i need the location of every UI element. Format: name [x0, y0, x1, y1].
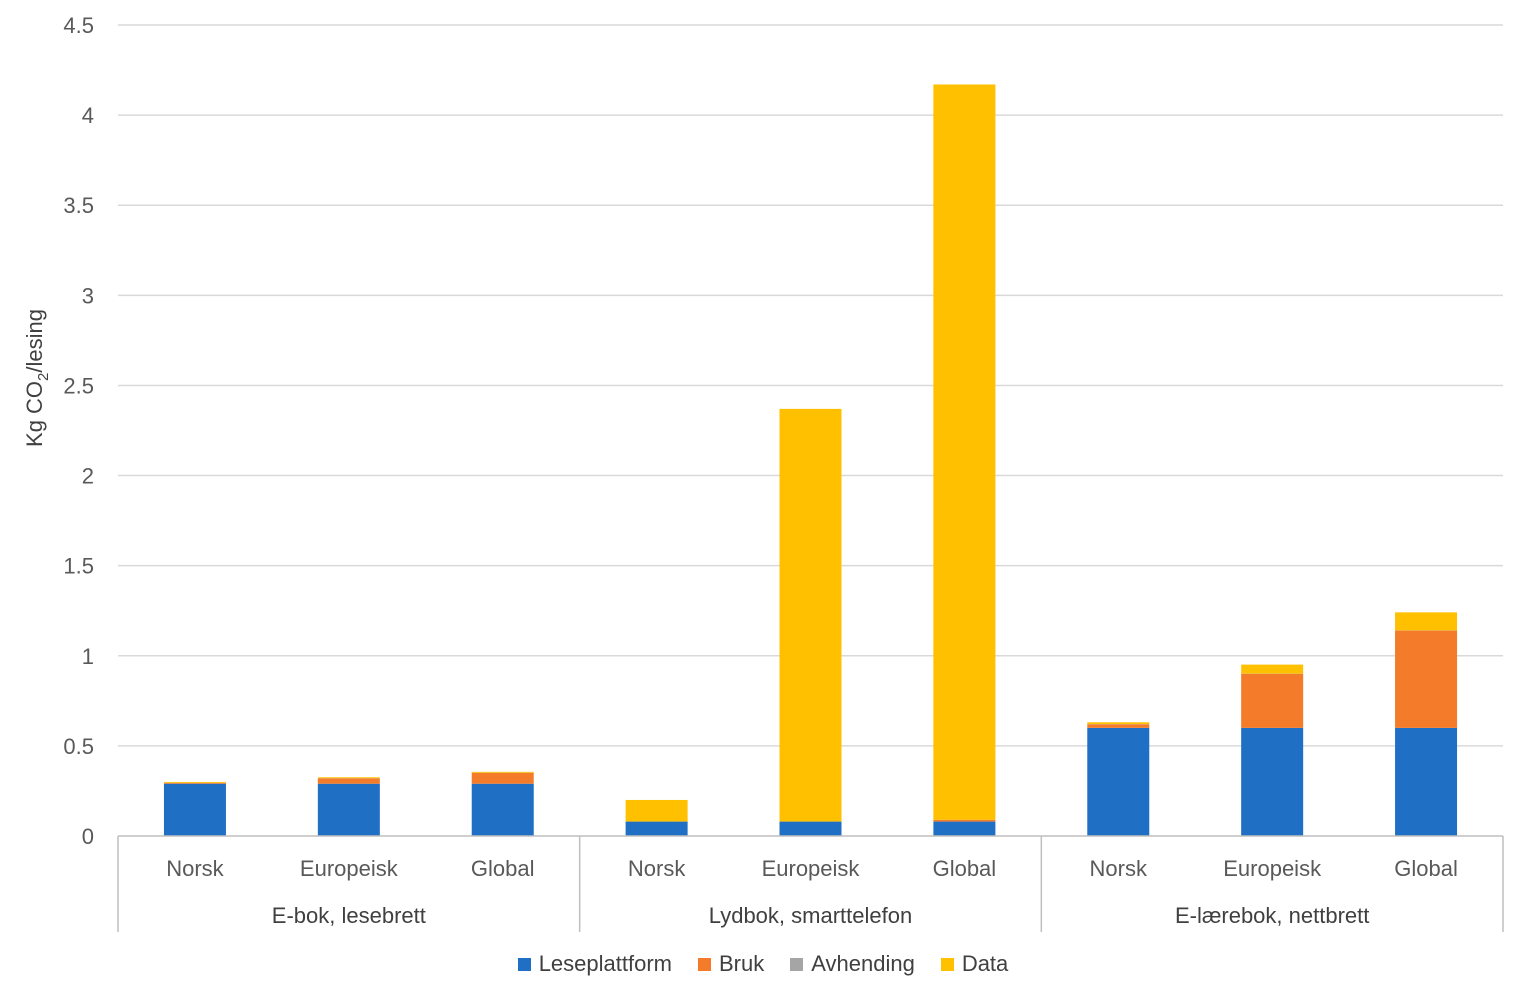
- x-tick-label: Europeisk: [762, 856, 861, 881]
- bar-segment-leseplattform: [163, 783, 226, 836]
- y-tick-label: 0: [82, 824, 94, 849]
- x-tick-label: Europeisk: [300, 856, 399, 881]
- stacked-bar-chart: 0 0.5 1 1.5 2 2.5 3 3.5 4 4.5 Norsk Europeisk Globa…: [22, 13, 1504, 932]
- legend-label: Data: [961, 951, 1009, 976]
- bar-segment-bruk: [933, 819, 996, 822]
- group-label: E-bok, lesebrett: [272, 903, 426, 928]
- x-tick-label: Norsk: [628, 856, 686, 881]
- bars: [163, 84, 1458, 836]
- legend-swatch: [940, 957, 954, 971]
- bar-segment-bruk: [1241, 673, 1304, 728]
- legend-item: Avhending: [790, 951, 915, 977]
- bar-segment-leseplattform: [1087, 727, 1150, 836]
- bar-segment-bruk: [1395, 630, 1458, 728]
- x-tick-label: Global: [471, 856, 535, 881]
- y-tick-label: 1.5: [63, 554, 94, 579]
- bar-segment-leseplattform: [779, 821, 842, 836]
- bar-segment-leseplattform: [1395, 727, 1458, 836]
- bar-segment-leseplattform: [933, 821, 996, 836]
- legend-swatch: [517, 957, 531, 971]
- bar-segment-leseplattform: [625, 821, 688, 836]
- bar-segment-data: [625, 799, 688, 822]
- x-tick-label: Norsk: [166, 856, 224, 881]
- x-tick-label: Europeisk: [1223, 856, 1322, 881]
- y-tick-label: 3: [82, 283, 94, 308]
- y-tick-label: 2: [82, 464, 94, 489]
- group-label: Lydbok, smarttelefon: [709, 903, 912, 928]
- legend: Leseplattform Bruk Avhending Data: [0, 948, 1526, 980]
- y-tick-labels: 0 0.5 1 1.5 2 2.5 3 3.5 4 4.5: [63, 13, 94, 849]
- bar-segment-data: [779, 408, 842, 822]
- x-axis: Norsk Europeisk Global Norsk Europeisk Global…: [117, 835, 1504, 932]
- bar-segment-data: [1395, 612, 1458, 631]
- bar-segment-bruk: [1087, 724, 1150, 728]
- x-tick-label: Norsk: [1090, 856, 1148, 881]
- y-tick-label: 0.5: [63, 734, 94, 759]
- y-tick-label: 3.5: [63, 193, 94, 218]
- bar-segment-leseplattform: [1241, 727, 1304, 836]
- bar-segment-data: [471, 771, 534, 773]
- gridlines: [118, 24, 1503, 747]
- legend-label: Avhending: [811, 951, 915, 976]
- y-tick-label: 1: [82, 644, 94, 669]
- bar-segment-bruk: [317, 778, 380, 784]
- x-tick-label: Global: [1394, 856, 1458, 881]
- group-label: E-lærebok, nettbrett: [1175, 903, 1369, 928]
- bar-segment-data: [317, 777, 380, 779]
- x-tick-label: Global: [933, 856, 997, 881]
- bar-segment-leseplattform: [471, 783, 534, 836]
- bar-segment-bruk: [471, 772, 534, 784]
- bar-segment-data: [933, 84, 996, 820]
- y-tick-label: 4: [82, 103, 94, 128]
- bar-segment-data: [1241, 664, 1304, 674]
- y-tick-label: 2.5: [63, 373, 94, 398]
- legend-label: Bruk: [718, 951, 765, 976]
- bar-segment-bruk: [163, 783, 226, 784]
- legend-item: Leseplattform: [517, 951, 672, 977]
- legend-item: Bruk: [697, 951, 765, 977]
- y-tick-label: 4.5: [63, 13, 94, 38]
- bar-segment-leseplattform: [317, 783, 380, 836]
- y-axis-label: Kg CO2/lesing: [22, 309, 52, 447]
- legend-swatch: [790, 957, 804, 971]
- bar-segment-data: [1087, 722, 1150, 725]
- legend-item: Data: [940, 951, 1009, 977]
- legend-label: Leseplattform: [538, 951, 672, 976]
- bar-segment-data: [163, 781, 226, 783]
- legend-swatch: [697, 957, 711, 971]
